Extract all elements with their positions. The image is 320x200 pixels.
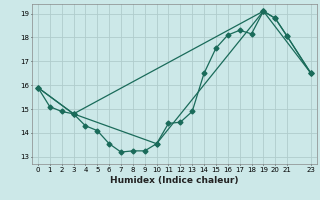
X-axis label: Humidex (Indice chaleur): Humidex (Indice chaleur) <box>110 176 239 185</box>
